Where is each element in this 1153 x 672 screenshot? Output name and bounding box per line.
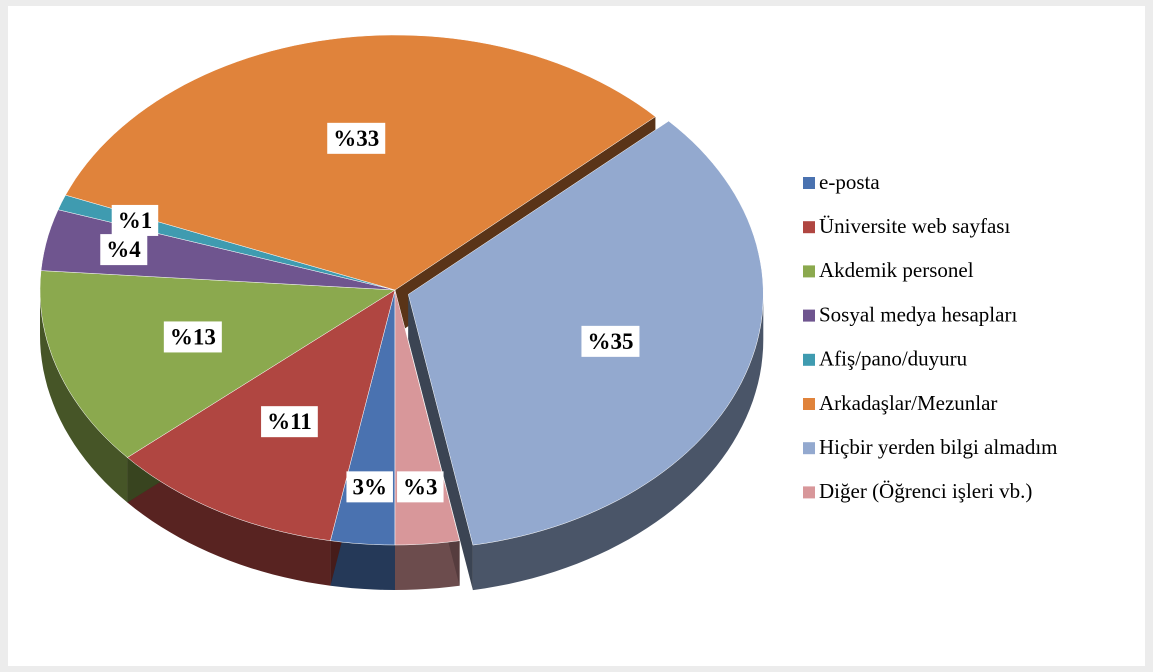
slice xyxy=(39,270,396,458)
legend-label: Akdemik personel xyxy=(819,258,974,282)
slice-side xyxy=(330,540,395,590)
data-label: %13 xyxy=(170,324,216,349)
data-label-box xyxy=(261,406,318,438)
legend-label: Afiş/pano/duyuru xyxy=(819,347,968,371)
legend-label: Hiçbir yerden bilgi almadım xyxy=(819,435,1058,459)
legend-label: e-posta xyxy=(819,170,880,194)
legend-label: Sosyal medya hesapları xyxy=(819,302,1017,326)
slice xyxy=(65,34,656,291)
data-label: %3 xyxy=(403,474,438,499)
legend-label: Arkadaşlar/Mezunlar xyxy=(819,391,997,415)
legend-label: Üniversite web sayfası xyxy=(819,214,1010,238)
legend-label: Diğer (Öğrenci işleri vb.) xyxy=(819,479,1032,503)
data-label: %33 xyxy=(333,126,379,151)
legend-swatch xyxy=(803,309,815,322)
data-label-box xyxy=(346,471,393,503)
legend-swatch xyxy=(803,177,815,189)
slice-wall xyxy=(408,294,473,591)
data-label-box xyxy=(111,204,159,236)
data-label: %4 xyxy=(106,237,141,262)
data-label-box xyxy=(327,122,386,154)
legend: e-posta Üniversite web sayfası Akdemik per… xyxy=(803,170,1058,503)
legend-swatch xyxy=(803,442,815,455)
legend-swatch xyxy=(803,486,815,499)
slice-side xyxy=(127,457,331,586)
legend-swatch xyxy=(803,265,815,278)
data-label-box xyxy=(581,325,640,357)
slice-side xyxy=(395,540,460,590)
legend-swatch xyxy=(803,398,815,410)
data-label: %35 xyxy=(587,329,633,354)
data-label: %11 xyxy=(267,409,312,434)
data-label-box xyxy=(397,471,444,503)
legend-swatch xyxy=(803,353,815,366)
data-label-box xyxy=(163,321,222,353)
data-label: %1 xyxy=(118,208,153,233)
legend-swatch xyxy=(803,221,815,234)
data-labels: 3% %11 %13 %4 %1 %33 %35 %3 xyxy=(100,122,640,503)
data-label: 3% xyxy=(352,474,387,499)
slice-side xyxy=(472,294,764,591)
slice-side xyxy=(40,290,128,503)
data-label-box xyxy=(100,234,148,266)
